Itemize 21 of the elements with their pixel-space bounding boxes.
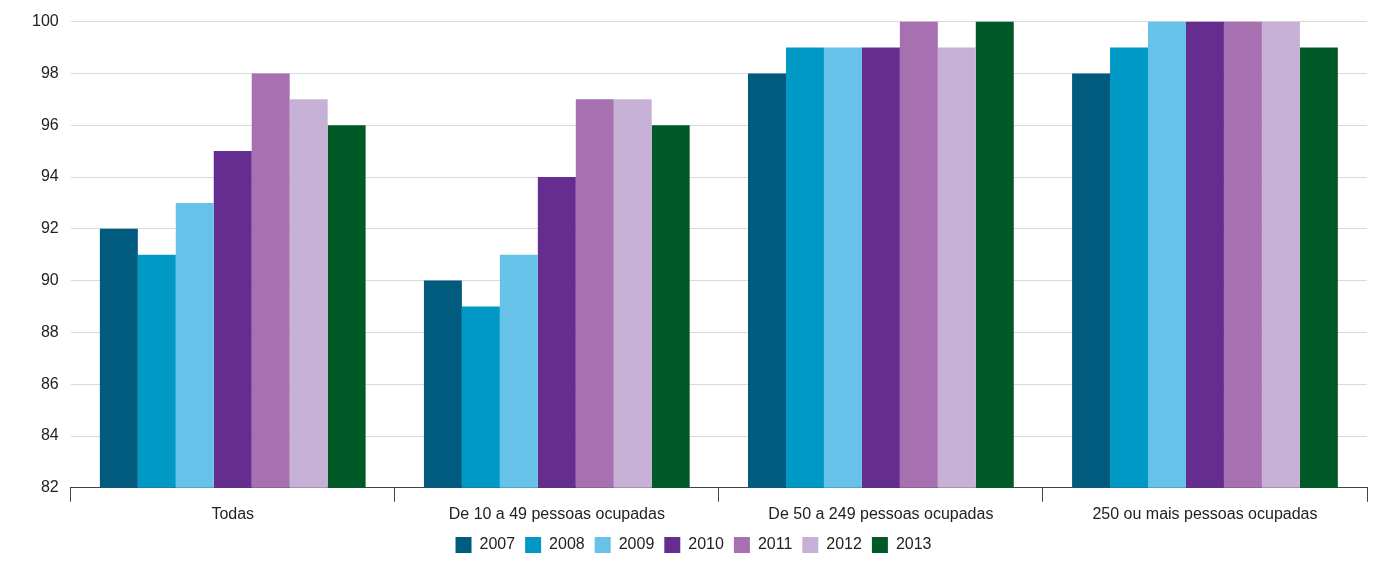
y-tick-label: 82: [40, 478, 59, 496]
legend-label: 2008: [549, 535, 585, 553]
y-tick-label: 94: [40, 167, 59, 185]
y-tick-label: 96: [40, 115, 59, 133]
x-tick-label: De 10 a 49 pessoas ocupadas: [448, 504, 665, 522]
y-tick-label: 98: [40, 63, 59, 81]
x-tick-label: 250 ou mais pessoas ocupadas: [1092, 504, 1318, 522]
y-tick-label: 100: [31, 12, 59, 30]
legend-label: 2007: [479, 535, 516, 553]
x-tick-label: Todas: [211, 504, 255, 522]
legend-label: 2011: [757, 535, 793, 553]
y-tick-label: 88: [40, 322, 59, 340]
legend-label: 2013: [895, 535, 932, 553]
y-tick-label: 86: [40, 374, 59, 392]
legend-label: 2012: [826, 535, 862, 553]
y-tick-label: 92: [40, 219, 59, 237]
legend-label: 2009: [618, 535, 655, 553]
y-tick-label: 90: [40, 271, 59, 289]
legend-label: 2010: [688, 535, 724, 553]
x-tick-label: De 50 a 249 pessoas ocupadas: [768, 504, 994, 522]
y-tick-label: 84: [40, 426, 59, 444]
